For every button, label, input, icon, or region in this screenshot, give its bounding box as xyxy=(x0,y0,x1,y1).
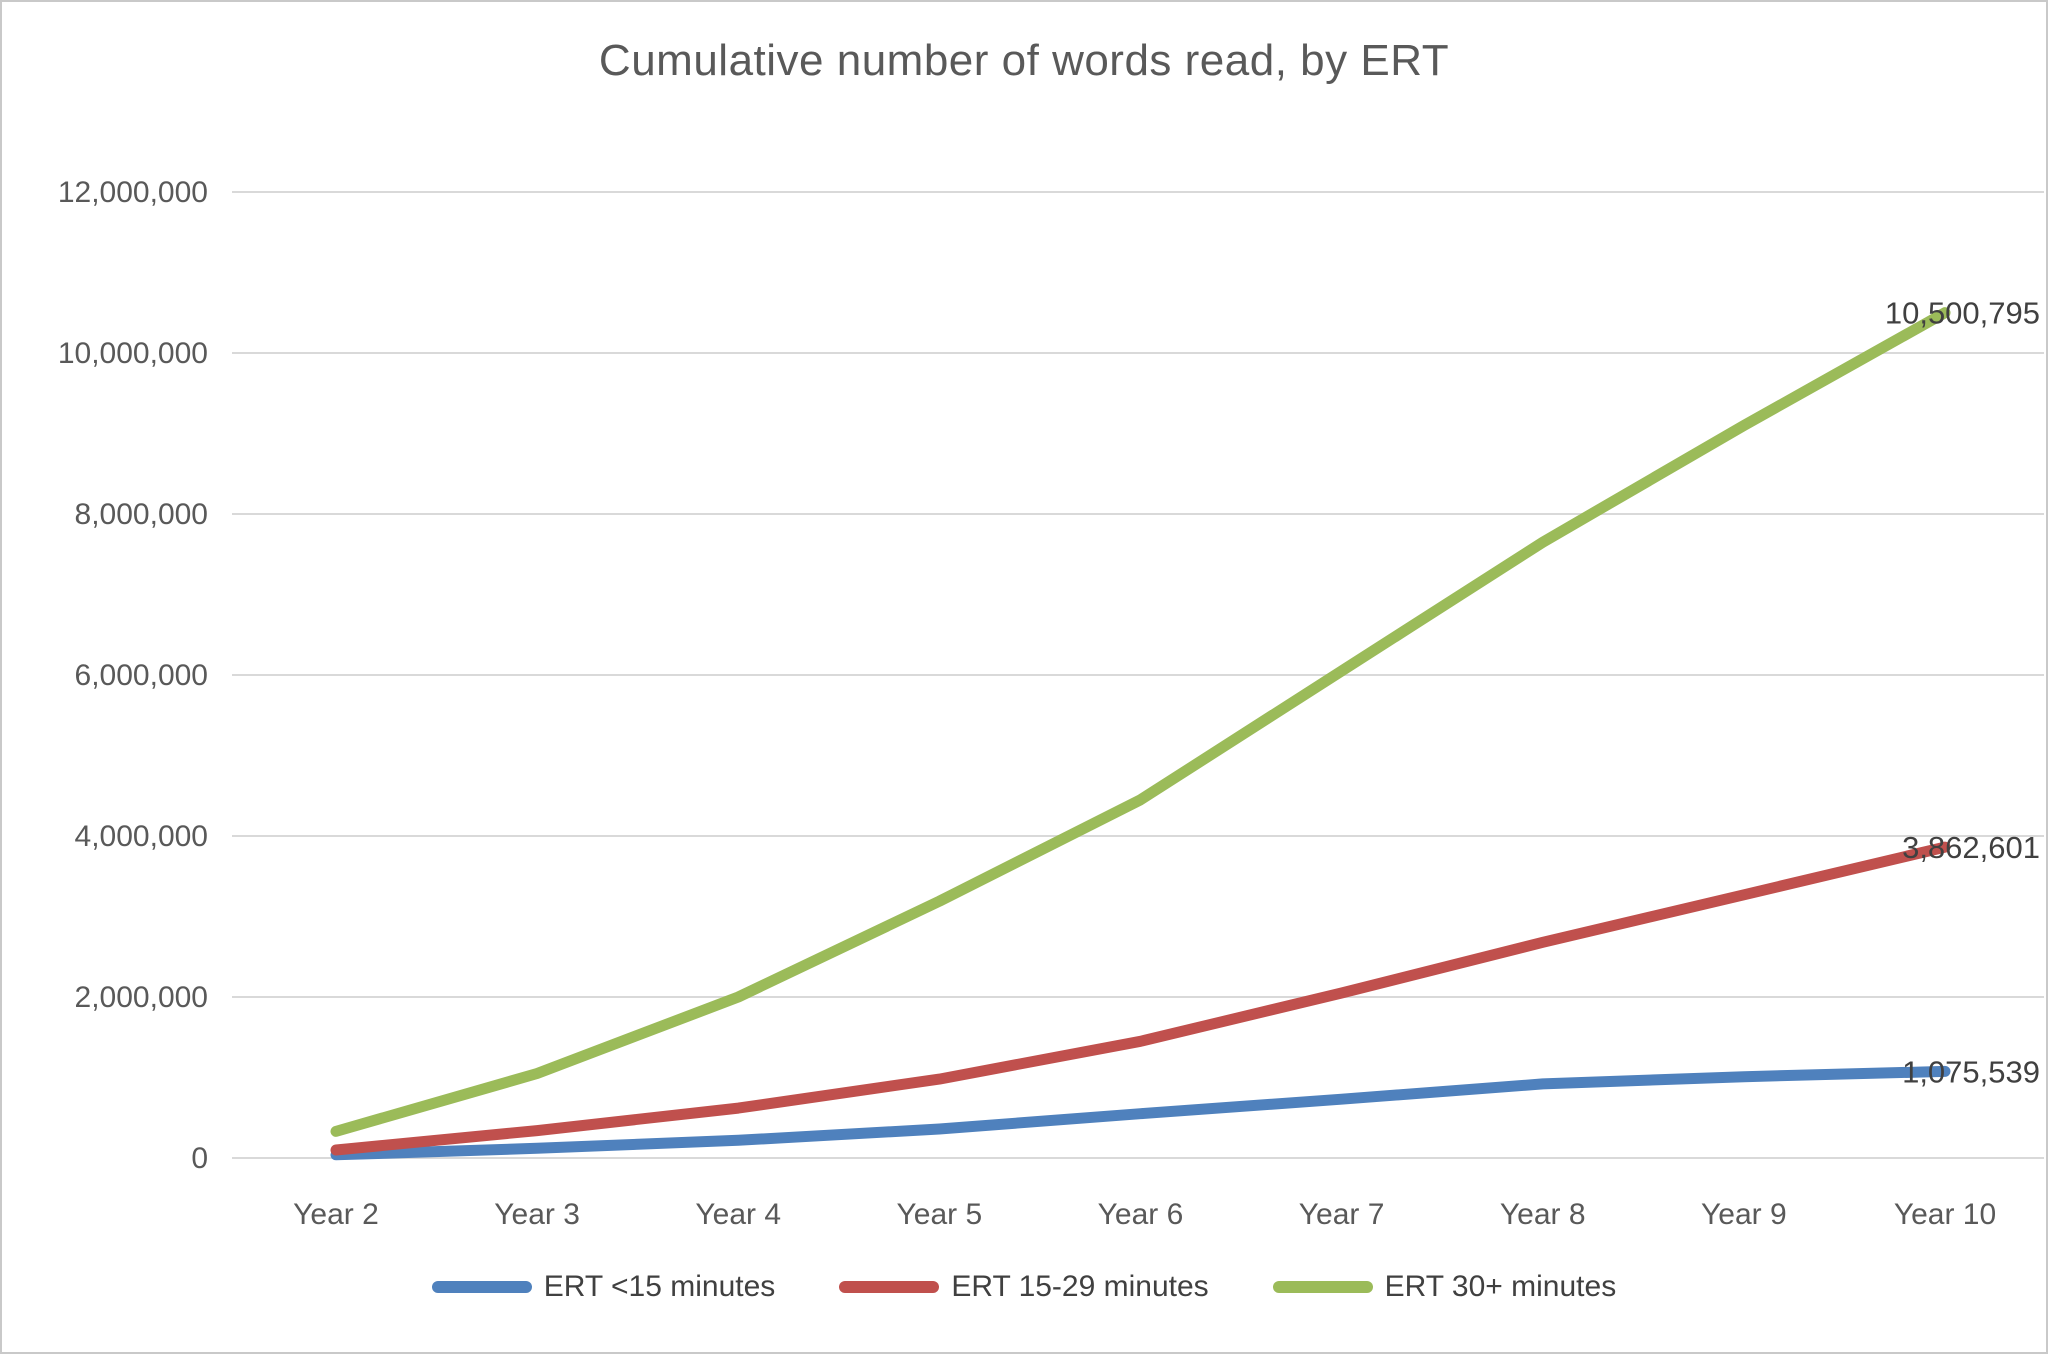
data-label: 3,862,601 xyxy=(1902,830,2040,865)
x-category-label: Year 6 xyxy=(1098,1198,1184,1231)
x-category-label: Year 5 xyxy=(897,1198,983,1231)
legend: ERT <15 minutes ERT 15-29 minutes ERT 30+ … xyxy=(2,1270,2046,1304)
legend-line-swatch-icon xyxy=(839,1281,940,1293)
x-category-label: Year 9 xyxy=(1701,1198,1787,1231)
y-tick-label: 10,000,000 xyxy=(58,337,208,370)
series-line-ert-30-minutes xyxy=(330,307,1951,1137)
legend-label: ERT 30+ minutes xyxy=(1384,1270,1617,1303)
legend-line-swatch-icon xyxy=(431,1281,532,1293)
x-category-label: Year 2 xyxy=(293,1198,379,1231)
y-tick-label: 0 xyxy=(191,1142,208,1175)
x-category-label: Year 10 xyxy=(1894,1198,1996,1231)
series-line-ert-15-minutes xyxy=(330,1065,1951,1161)
legend-line-swatch-icon xyxy=(1272,1281,1373,1293)
legend-label: ERT 15-29 minutes xyxy=(951,1270,1209,1303)
y-tick-label: 2,000,000 xyxy=(75,981,208,1014)
y-tick-label: 12,000,000 xyxy=(58,176,208,209)
legend-item: ERT <15 minutes xyxy=(431,1270,776,1304)
y-tick-label: 4,000,000 xyxy=(75,820,208,853)
x-category-label: Year 7 xyxy=(1299,1198,1385,1231)
series-line-ert-15-29-minutes xyxy=(330,841,1951,1156)
legend-item: ERT 30+ minutes xyxy=(1272,1270,1617,1304)
x-category-label: Year 3 xyxy=(494,1198,580,1231)
chart-title: Cumulative number of words read, by ERT xyxy=(598,36,1450,85)
legend-item: ERT 15-29 minutes xyxy=(839,1270,1209,1304)
data-label: 1,075,539 xyxy=(1902,1054,2040,1089)
legend-label: ERT <15 minutes xyxy=(543,1270,776,1303)
y-tick-label: 8,000,000 xyxy=(75,498,208,531)
y-tick-label: 6,000,000 xyxy=(75,659,208,692)
x-category-label: Year 8 xyxy=(1500,1198,1586,1231)
x-category-label: Year 4 xyxy=(695,1198,781,1231)
data-label: 10,500,795 xyxy=(1885,296,2040,331)
